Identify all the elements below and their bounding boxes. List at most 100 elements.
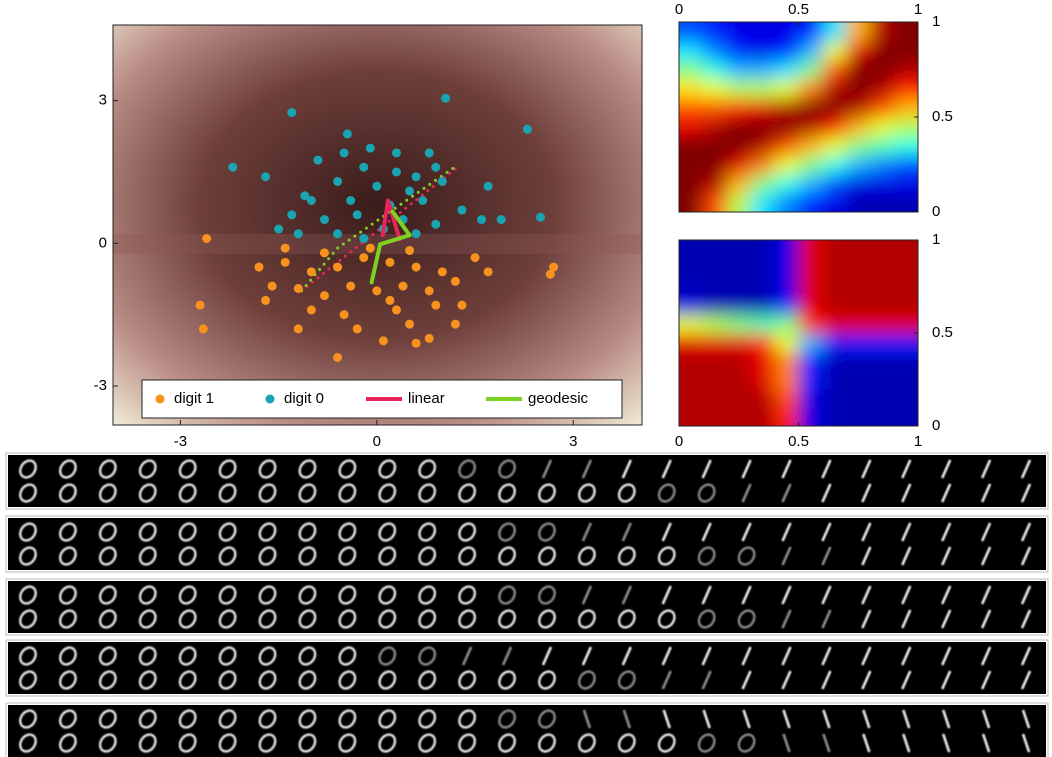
point [441,93,451,103]
legend-label: digit 0 [284,390,324,407]
heat-cell [870,117,895,137]
digit-zero [258,609,277,629]
digit-one [901,646,912,666]
digit-zero [418,609,437,629]
heat-cell [846,258,871,278]
digit-one [741,670,752,690]
point [306,305,316,315]
digit-zero [98,646,117,666]
point [483,181,493,191]
heat-cell [894,79,918,99]
point [411,172,421,182]
digit-one [621,522,632,542]
digit-one [861,646,872,666]
digit-zero [338,546,357,566]
point [293,283,303,293]
point [333,262,343,272]
digit-zero [338,585,357,605]
heat-cell [870,333,895,353]
digit-zero [258,459,277,479]
digit-zero [418,709,437,729]
digit-zero [538,483,556,503]
digit-one [941,483,952,503]
digit-one [1020,459,1032,479]
x-tick-label: 0.5 [788,1,809,18]
digit-one [980,483,992,503]
digit-zero [737,733,756,753]
digit-zero [218,546,237,566]
latent-background [113,25,642,425]
digit-zero [298,585,317,605]
digit-one [821,670,832,690]
strip-digits [19,646,1032,690]
legend-label: geodesic [528,390,589,407]
heat-cell [822,258,847,278]
digit-zero [218,646,237,666]
heat-cell [702,333,728,353]
latent-plot [195,93,559,362]
heat-cell [870,60,895,80]
digit-one [741,646,752,666]
digit-one [741,585,752,605]
digit-one [661,670,672,690]
digit-one [1021,709,1031,729]
digit-zero [178,546,197,566]
heat-cell [822,277,847,297]
digit-zero [19,483,37,503]
heat-cell [798,333,823,353]
heat-cell [679,136,704,156]
digit-one [662,709,671,729]
digit-one [941,522,952,542]
digit-zero [98,522,117,542]
heat-cell [798,60,823,80]
digit-one [1020,522,1032,542]
digit-zero [58,733,77,753]
point [346,196,356,206]
heat-cell [894,407,918,426]
digit-zero [577,546,596,566]
heat-cell [726,388,752,408]
heat-cell [774,407,800,426]
digit-zero [19,733,37,753]
heat-cell [822,407,847,426]
point [424,286,434,296]
digit-zero [737,609,756,629]
digit-one [861,546,872,566]
y-tick-label: 1 [932,13,940,30]
heat-cell [702,174,728,194]
heat-cell [894,351,918,371]
digit-one [621,646,632,666]
heat-cell [750,388,776,408]
digit-zero [418,522,437,542]
digit-zero [418,733,437,753]
digit-zero [19,459,37,479]
digit-one [741,522,752,542]
point [228,162,238,172]
digit-zero [418,483,437,503]
digit-one [781,585,792,605]
heat-cell [822,370,847,390]
digit-one [980,609,992,629]
heat-cell [798,155,823,175]
strip [8,455,1046,507]
heat-cell [679,295,704,315]
digit-one [981,709,991,729]
point [424,148,434,158]
heat-cell [726,79,752,99]
digit-zero [98,670,117,690]
digit-one [861,459,872,479]
point [261,172,271,182]
digit-zero [538,733,556,753]
digit-zero [378,483,397,503]
digit-zero [178,522,197,542]
digit-one [821,483,832,503]
digit-zero [138,585,157,605]
point [405,245,415,255]
heat-cell [870,240,895,260]
heat-cell [870,277,895,297]
y-tick-label: 0 [932,417,940,434]
digit-one [941,609,952,629]
digit-zero [19,546,37,566]
digit-zero [19,609,37,629]
digit-one [980,670,992,690]
